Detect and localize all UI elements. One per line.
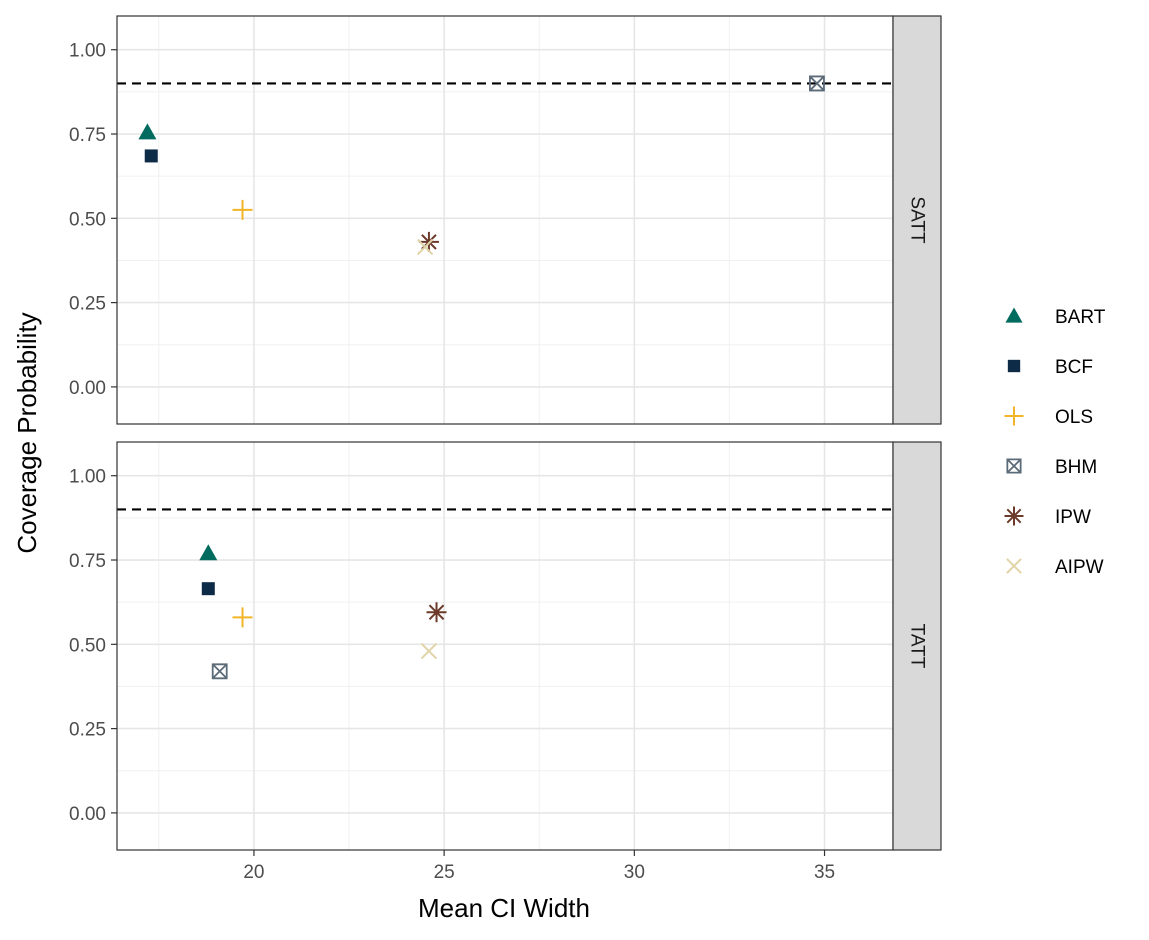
point-aipw <box>416 238 434 256</box>
panel-border <box>116 441 894 851</box>
y-axis-title: Coverage Probability <box>12 312 42 553</box>
panel-satt: SATT 0.00 0.25 0.50 0.75 1.00 <box>69 15 942 425</box>
y-tick-label: 0.50 <box>69 635 106 656</box>
legend-label: IPW <box>1055 507 1091 528</box>
point-ols <box>232 607 253 628</box>
point-bcf <box>201 582 215 596</box>
point-bart <box>138 123 157 140</box>
legend-item-ols: OLS <box>1004 406 1093 428</box>
legend-item-ipw: IPW <box>1004 506 1091 528</box>
y-tick-label: 0.25 <box>69 720 106 741</box>
x-tick-label: 30 <box>624 862 645 883</box>
legend-item-bhm: BHM <box>1006 457 1097 478</box>
y-tick-label: 0.75 <box>69 125 106 146</box>
strip-tatt <box>892 441 942 851</box>
legend-label: OLS <box>1055 407 1093 428</box>
strip-label: TATT <box>907 624 928 669</box>
y-tick-label: 1.00 <box>69 467 106 488</box>
legend-item-aipw: AIPW <box>1006 557 1104 578</box>
y-tick-label: 0.00 <box>69 378 106 399</box>
legend-key-bcf <box>1007 359 1021 373</box>
point-bhm <box>809 75 825 92</box>
legend-key-ipw <box>1004 506 1024 526</box>
panel-border <box>116 15 894 425</box>
legend-label: AIPW <box>1055 557 1104 578</box>
point-bart <box>199 544 218 561</box>
point-ols <box>232 199 253 220</box>
panel-tatt: TATT 0.00 0.25 0.50 0.75 1.00 20 25 30 35 <box>69 441 942 883</box>
y-tick-label: 1.00 <box>69 41 106 62</box>
point-bhm <box>211 663 228 680</box>
y-tick-label: 0.50 <box>69 209 106 230</box>
y-tick-label: 0.75 <box>69 551 106 572</box>
point-aipw <box>420 642 438 660</box>
legend-key-bart <box>1005 307 1023 323</box>
x-tick-label: 25 <box>434 862 455 883</box>
y-tick-label: 0.25 <box>69 294 106 315</box>
point-bcf <box>144 149 158 163</box>
x-axis-title: Mean CI Width <box>418 893 590 923</box>
legend-label: BHM <box>1055 457 1097 478</box>
x-tick-label: 35 <box>814 862 835 883</box>
legend-key-aipw <box>1006 558 1022 574</box>
legend-item-bcf: BCF <box>1007 357 1093 378</box>
legend-label: BCF <box>1055 357 1093 378</box>
panels-layer: SATT 0.00 0.25 0.50 0.75 1.00 TATT 0.00 0.25 0.50… <box>69 15 942 883</box>
y-tick-label: 0.00 <box>69 804 106 825</box>
legend-key-bhm <box>1006 458 1022 474</box>
x-tick-label: 20 <box>243 862 264 883</box>
strip-label: SATT <box>907 196 928 244</box>
legend: BART BCF OLS BHM IPW AIPW <box>1004 307 1106 578</box>
legend-label: BART <box>1055 307 1106 328</box>
strip-satt <box>892 15 942 425</box>
legend-item-bart: BART <box>1005 307 1106 328</box>
point-ipw <box>426 602 447 623</box>
legend-key-ols <box>1004 406 1024 426</box>
